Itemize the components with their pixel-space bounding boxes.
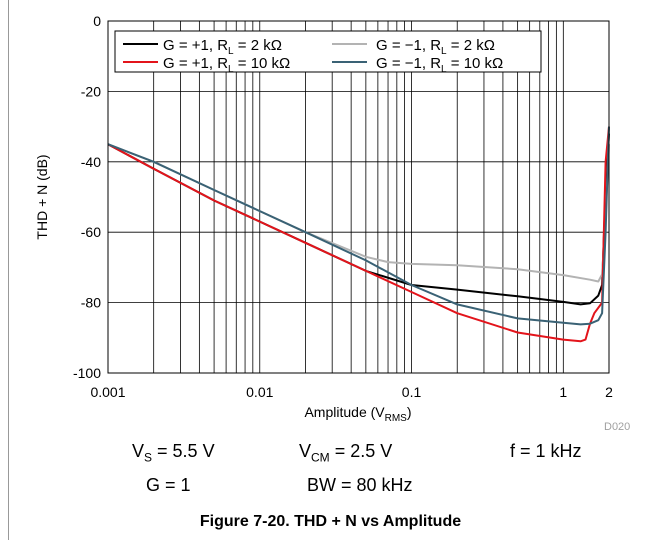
y-tick-label-2: -40 <box>81 154 101 170</box>
plot-border <box>107 20 610 374</box>
x-tick-label-3: 1 <box>559 384 567 400</box>
y-tick-label-1: -20 <box>81 83 101 99</box>
series-line-s4 <box>107 126 610 326</box>
x-tick-label-1: 0.01 <box>246 384 273 400</box>
x-tick-label-4: 2 <box>605 384 613 400</box>
y-tick-label-3: -60 <box>81 224 101 240</box>
figure-id-label: D020 <box>604 421 630 433</box>
legend-entry-s1: G = +1, RL = 2 kΩ <box>163 37 282 57</box>
chart-legend: G = +1, RL = 2 kΩ G = −1, RL = 2 kΩ G = … <box>114 30 542 75</box>
y-tick-label-4: -80 <box>81 295 101 311</box>
series-line-s1 <box>107 133 610 306</box>
series-line-s2 <box>107 143 610 283</box>
condition-vs: VS = 5.5 V <box>132 441 215 465</box>
x-tick-label-0: 0.001 <box>90 384 125 400</box>
page-border-line <box>8 0 9 540</box>
chart-tick-labels: 0.001 0.01 0.1 1 2 0 -20 -40 -60 -80 -100 <box>73 13 613 400</box>
condition-vcm: VCM = 2.5 V <box>299 441 393 465</box>
x-axis-label: Amplitude (VRMS) <box>304 404 411 424</box>
figure-caption: Figure 7-20. THD + N vs Amplitude <box>199 513 462 530</box>
condition-frequency: f = 1 kHz <box>510 441 582 461</box>
y-tick-label-5: -100 <box>73 365 101 381</box>
y-axis-label: THD + N (dB) <box>34 154 50 239</box>
condition-gain: G = 1 <box>146 475 191 495</box>
legend-entry-s3: G = +1, RL = 10 kΩ <box>163 55 290 75</box>
legend-box <box>114 30 542 73</box>
series-line-s3 <box>107 126 610 343</box>
y-tick-label-0: 0 <box>93 13 101 29</box>
legend-entry-s2: G = −1, RL = 2 kΩ <box>376 37 495 57</box>
condition-bandwidth: BW = 80 kHz <box>307 475 413 495</box>
chart-series <box>107 126 610 343</box>
x-tick-label-2: 0.1 <box>402 384 422 400</box>
legend-entry-s4: G = −1, RL = 10 kΩ <box>376 55 503 75</box>
chart-grid <box>108 21 609 373</box>
